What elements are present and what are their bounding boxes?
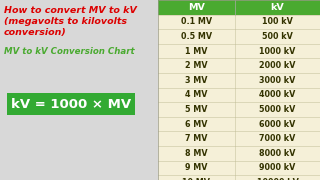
Text: 0.5 MV: 0.5 MV [181,32,212,41]
Text: 6000 kV: 6000 kV [259,120,296,129]
Text: 9 MV: 9 MV [185,163,208,172]
Text: MV to kV Conversion Chart: MV to kV Conversion Chart [4,47,135,56]
FancyBboxPatch shape [235,161,320,175]
Text: 5000 kV: 5000 kV [259,105,296,114]
FancyBboxPatch shape [158,29,235,44]
Text: 7000 kV: 7000 kV [259,134,296,143]
FancyBboxPatch shape [235,175,320,180]
Text: conversion): conversion) [4,28,67,37]
Text: 2000 kV: 2000 kV [259,61,296,70]
Text: 10000 kV: 10000 kV [257,178,299,180]
FancyBboxPatch shape [158,117,235,131]
FancyBboxPatch shape [235,73,320,88]
FancyBboxPatch shape [158,88,235,102]
Text: 8 MV: 8 MV [185,149,208,158]
Text: 1 MV: 1 MV [185,47,208,56]
FancyBboxPatch shape [158,15,235,29]
FancyBboxPatch shape [158,146,235,161]
Text: 9000 kV: 9000 kV [259,163,296,172]
Text: kV: kV [271,3,284,12]
Text: 500 kV: 500 kV [262,32,293,41]
FancyBboxPatch shape [235,102,320,117]
Text: 4000 kV: 4000 kV [259,90,296,99]
FancyBboxPatch shape [158,175,235,180]
Text: MV: MV [188,3,205,12]
Text: 100 kV: 100 kV [262,17,293,26]
Text: 8000 kV: 8000 kV [259,149,296,158]
Text: How to convert MV to kV: How to convert MV to kV [4,6,137,15]
FancyBboxPatch shape [235,146,320,161]
Text: 4 MV: 4 MV [185,90,208,99]
Text: 2 MV: 2 MV [185,61,208,70]
FancyBboxPatch shape [158,58,235,73]
FancyBboxPatch shape [158,0,320,15]
Text: 1000 kV: 1000 kV [259,47,296,56]
Text: 10 MV: 10 MV [182,178,211,180]
FancyBboxPatch shape [7,93,135,115]
Text: 5 MV: 5 MV [185,105,208,114]
FancyBboxPatch shape [235,44,320,58]
FancyBboxPatch shape [158,161,235,175]
FancyBboxPatch shape [158,102,235,117]
FancyBboxPatch shape [235,15,320,29]
FancyBboxPatch shape [158,73,235,88]
FancyBboxPatch shape [235,58,320,73]
Text: 0.1 MV: 0.1 MV [181,17,212,26]
FancyBboxPatch shape [235,117,320,131]
FancyBboxPatch shape [235,131,320,146]
FancyBboxPatch shape [0,0,157,180]
FancyBboxPatch shape [235,29,320,44]
FancyBboxPatch shape [158,44,235,58]
FancyBboxPatch shape [158,131,235,146]
FancyBboxPatch shape [235,88,320,102]
Text: 3000 kV: 3000 kV [259,76,296,85]
Text: (megavolts to kilovolts: (megavolts to kilovolts [4,17,127,26]
Text: 6 MV: 6 MV [185,120,208,129]
Text: 3 MV: 3 MV [185,76,208,85]
Text: 7 MV: 7 MV [185,134,208,143]
Text: kV = 1000 × MV: kV = 1000 × MV [11,98,131,111]
